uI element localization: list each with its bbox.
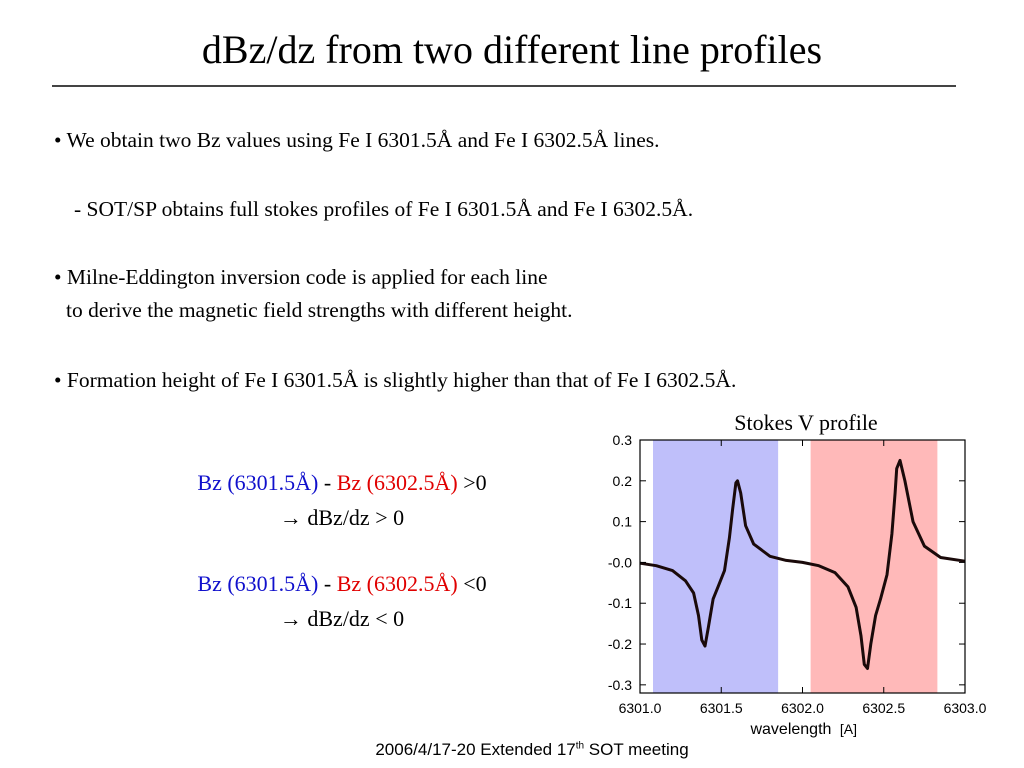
y-tick-label: -0.0 [608,554,632,570]
result-text: dBz/dz > 0 [301,505,405,530]
chart-title: Stokes V profile [734,410,878,435]
case-negative-result: → dBz/dz < 0 [142,606,542,632]
x-axis-unit: [A] [840,721,857,737]
footer-text-rest: SOT meeting [584,740,689,759]
y-tick-label: -0.3 [608,677,632,693]
case-positive-result: → dBz/dz > 0 [142,505,542,531]
case-positive-difference: Bz (6301.5Å) - Bz (6302.5Å) >0 [142,470,542,496]
bz-6302-label: Bz (6302.5Å) [336,571,458,596]
case-negative-difference: Bz (6301.5Å) - Bz (6302.5Å) <0 [142,571,542,597]
bullet-milne-eddington-continued: to derive the magnetic field strengths w… [66,298,573,322]
x-axis-label-text: wavelength [749,721,831,738]
minus-sign: - [318,470,337,495]
arrow-right-icon: → [279,505,302,530]
sub-bullet-sot-sp: - SOT/SP obtains full stokes profiles of… [74,197,694,221]
footer-text: 2006/4/17-20 Extended 17 [375,740,576,759]
x-tick-label: 6302.0 [781,700,824,716]
title-divider [52,85,956,87]
y-tick-label: 0.3 [613,432,633,448]
minus-sign: - [318,571,337,596]
relation-text: <0 [457,571,487,596]
y-tick-label: -0.1 [608,595,632,611]
y-tick-label: 0.1 [613,514,633,530]
x-axis-label: wavelength [A] [749,721,857,738]
wavelength-band-1 [653,440,779,693]
x-tick-label: 6303.0 [944,700,987,716]
footer-superscript: th [575,740,585,752]
bullet-milne-eddington: • Milne-Eddington inversion code is appl… [54,265,548,289]
x-tick-label: 6301.0 [619,700,662,716]
footer: 2006/4/17-20 Extended 17th SOT meeting [0,740,1024,760]
bullet-formation-height: • Formation height of Fe I 6301.5Å is sl… [54,368,737,392]
bz-6302-label: Bz (6302.5Å) [336,470,458,495]
x-tick-label: 6301.5 [700,700,743,716]
bz-6301-label: Bz (6301.5Å) [197,571,319,596]
y-tick-label: -0.2 [608,636,632,652]
bullet-two-bz-values: • We obtain two Bz values using Fe I 630… [54,128,660,152]
x-tick-label: 6302.5 [862,700,905,716]
wavelength-band-2 [810,440,938,693]
arrow-right-icon: → [279,606,302,631]
bz-6301-label: Bz (6301.5Å) [197,470,319,495]
y-tick-label: 0.2 [613,473,633,489]
result-text: dBz/dz < 0 [301,606,405,631]
slide-title: dBz/dz from two different line profiles [201,27,823,72]
relation-text: >0 [457,470,487,495]
stokes-v-chart: 0.3 0.2 0.1 -0.0 -0.1 -0.2 -0.3 6301.0 6301.5 63… [608,432,987,738]
stokes-v-curve [639,458,966,670]
